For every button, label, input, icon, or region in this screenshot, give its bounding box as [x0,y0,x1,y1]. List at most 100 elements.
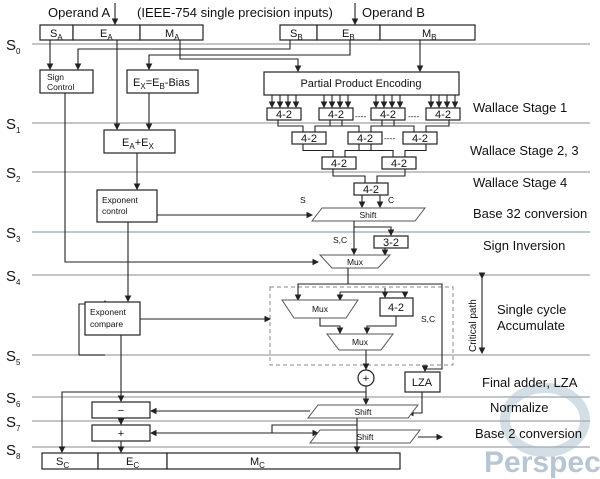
accumulate-mux-1 [281,299,359,319]
compressor-4-2 [291,131,327,145]
compressor-label: 4-2 [391,158,407,170]
svg-text:----: ---- [408,111,419,121]
exponent-control-block [96,189,158,223]
compressor-4-2 [318,107,354,121]
wire [358,144,394,157]
compressor-4-2 [266,107,302,121]
svg-text:+: + [118,428,124,440]
compressor-3-2 [373,235,409,249]
sign-control-block [39,69,94,94]
svg-text:Wallace Stage 4: Wallace Stage 4 [473,175,567,190]
svg-text:Partial Product Encoding: Partial Product Encoding [300,78,421,90]
stage-label: S7 [6,414,21,433]
svg-text:MA: MA [165,28,180,42]
stage-label: S5 [6,348,21,367]
compressor-label: 4-2 [328,109,344,121]
compressor-label: 4-2 [435,109,451,121]
result-register: SC EC MC [41,452,401,470]
wire [425,120,450,132]
svg-text:control: control [102,206,128,216]
exponent-add-block [103,129,176,154]
stage-label: S6 [6,390,21,409]
stage-label: S1 [6,116,21,135]
stage-lines [32,43,590,448]
ieee-note: (IEEE-754 single precision inputs) [137,5,333,20]
stage-label: S8 [6,442,21,461]
wire [344,144,372,157]
svg-text:compare: compare [90,319,123,329]
wire [277,120,304,132]
exponent-add-label: EA+EX [122,137,154,151]
svg-text:Accumulate: Accumulate [497,318,565,333]
svg-text:Wallace Stage 2, 3: Wallace Stage 2, 3 [470,143,579,158]
svg-text:MC: MC [250,456,265,470]
compressor-4-2 [370,107,406,121]
svg-text:S,C: S,C [421,314,435,324]
svg-text:Sign: Sign [47,72,64,82]
normalize-shift [306,404,420,419]
stage-descriptions: Wallace Stage 1 Wallace Stage 2, 3 Walla… [470,100,587,441]
base2-shift [308,429,422,444]
svg-text:Normalize: Normalize [490,400,549,415]
svg-text:Sign Inversion: Sign Inversion [483,238,565,253]
svg-text:----: ---- [355,111,366,121]
svg-text:LZA: LZA [412,377,433,389]
compressor-label: 4-2 [363,184,379,196]
compressor-4-2 [353,182,389,196]
svg-text:+: + [363,373,369,385]
stage-label: S0 [6,37,21,56]
base32-shift [310,207,427,222]
partial-product-encoding-block [263,71,460,96]
svg-text:MB: MB [422,28,437,42]
svg-text:Mux: Mux [347,257,364,267]
wire [302,144,334,157]
wire [332,169,366,183]
compressor-4-2 [425,107,461,121]
svg-text:Mux: Mux [312,304,329,314]
svg-text:C: C [388,195,394,205]
compressor-label: 4-2 [357,133,373,145]
exponent-bias-label: EX=EB-Bias [133,77,190,91]
svg-text:4-2: 4-2 [388,302,404,314]
operand-a-register: SA EA MA [39,24,204,42]
exponent-compare-block [84,301,141,336]
wires [46,40,424,303]
svg-text:Final adder, LZA: Final adder, LZA [482,375,578,390]
svg-text:3-2: 3-2 [383,237,399,249]
svg-text:Wallace Stage 1: Wallace Stage 1 [473,100,567,115]
compressor-4-2 [381,156,417,170]
svg-text:Mux: Mux [352,337,369,347]
operand-b-label: Operand B [362,5,425,20]
exponent-bias-block [126,69,199,94]
svg-text:S,C: S,C [333,235,347,245]
svg-text:Control: Control [47,82,75,92]
svg-text:Perspective: Perspective [484,446,600,479]
svg-text:EC: EC [126,456,139,470]
svg-text:Single cycle: Single cycle [497,302,566,317]
compressor-label: 4-2 [380,109,396,121]
svg-text:SA: SA [50,28,63,42]
sign-inversion-mux [318,254,392,269]
svg-text:Shift: Shift [356,432,374,442]
compressor-label: 4-2 [331,158,347,170]
wire [314,120,343,132]
svg-text:SC: SC [56,456,69,470]
wire [376,169,406,183]
critical-path-label: Critical path [468,299,479,352]
svg-text:Shift: Shift [354,407,372,417]
svg-text:Exponent: Exponent [90,307,127,317]
svg-text:SB: SB [290,28,303,42]
svg-text:S: S [300,195,306,205]
compressor-label: 4-2 [412,133,428,145]
compressor-4-2 [347,131,383,145]
compressor-label: 4-2 [301,133,317,145]
svg-text:EB: EB [342,28,355,42]
svg-text:----: ---- [384,133,395,143]
wire [381,120,415,132]
svg-text:Exponent: Exponent [102,195,139,205]
svg-text:Shift: Shift [359,210,377,220]
svg-text:Base 2 conversion: Base 2 conversion [475,426,582,441]
wallace-tree: 4-2 4-2 4-2 4-2 4-2 4-2 4-2 4-2 4-2 4-2 [266,95,461,209]
operand-a-label: Operand A [48,5,110,20]
stage-label: S2 [6,165,21,184]
